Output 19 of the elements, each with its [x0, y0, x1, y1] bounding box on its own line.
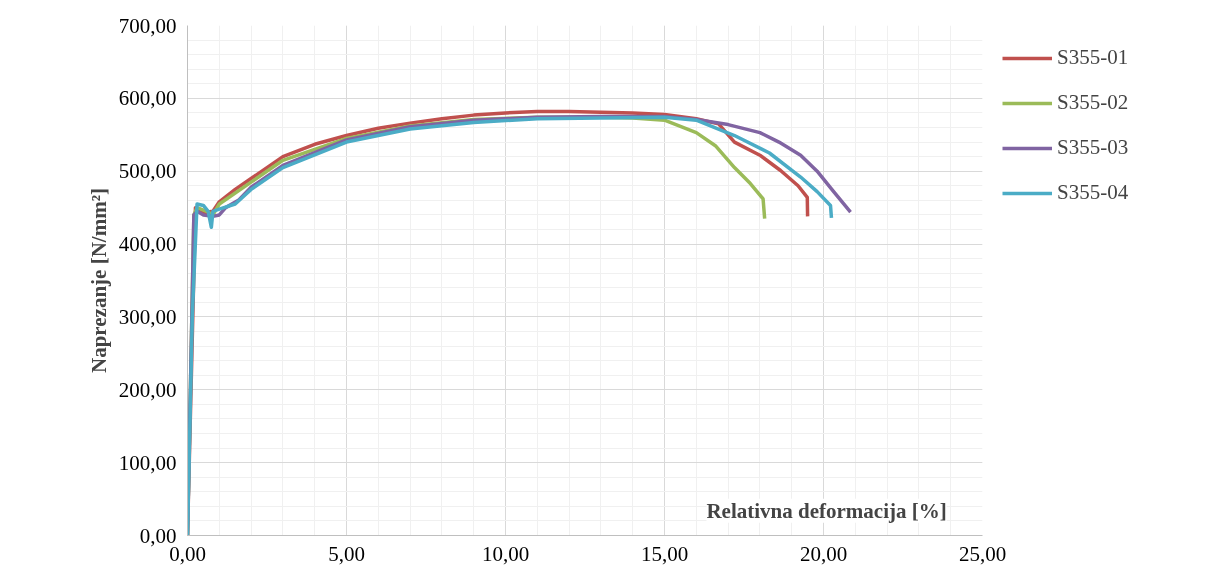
legend-label: S355-04: [1057, 180, 1129, 205]
x-tick-label: 15,00: [640, 541, 689, 566]
legend-label: S355-02: [1057, 90, 1129, 115]
y-tick-label: 100,00: [118, 450, 177, 475]
x-tick-label: 25,00: [958, 541, 1007, 566]
legend-label: S355-03: [1057, 135, 1129, 160]
x-tick-label: 5,00: [328, 541, 365, 566]
y-tick-label: 700,00: [118, 13, 177, 38]
x-tick-label: 10,00: [481, 541, 530, 566]
y-tick-label: 200,00: [118, 377, 177, 402]
legend-label: S355-01: [1057, 45, 1129, 70]
y-tick-label: 500,00: [118, 159, 177, 184]
x-axis-title: Relativna deformacija [%]: [706, 498, 947, 523]
y-axis-title: Naprezanje [N/mm²]: [86, 188, 111, 373]
y-tick-label: 600,00: [118, 86, 177, 111]
x-tick-label: 20,00: [799, 541, 848, 566]
y-tick-label: 300,00: [118, 304, 177, 329]
y-tick-label: 400,00: [118, 232, 177, 257]
y-tick-label: 0,00: [139, 523, 177, 548]
